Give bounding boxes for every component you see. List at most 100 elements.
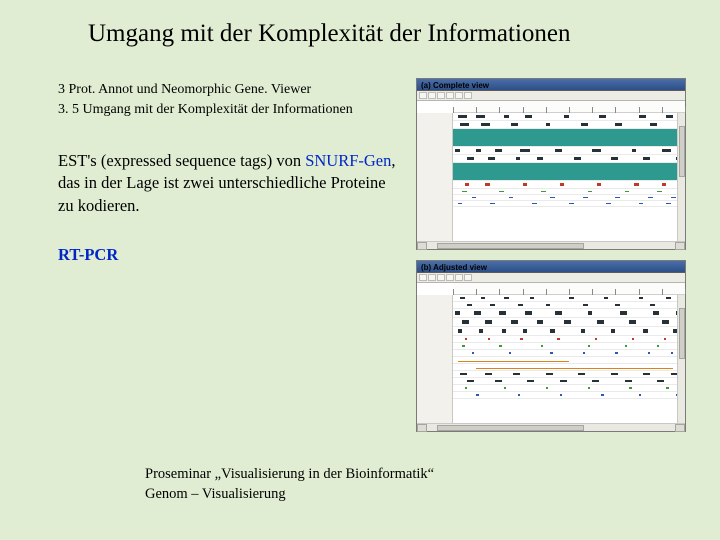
- track-segment: [458, 203, 463, 204]
- tracks-container-b[interactable]: [453, 295, 685, 431]
- track-segment: [648, 352, 650, 354]
- scroll-left-button[interactable]: [417, 242, 427, 250]
- track-segment: [611, 373, 618, 375]
- track-segment: [615, 352, 617, 354]
- toolbar-button[interactable]: [464, 92, 472, 99]
- track-segment: [611, 329, 616, 333]
- track-segment: [657, 345, 659, 347]
- track-area-b: [417, 295, 685, 431]
- toolbar-button[interactable]: [464, 274, 472, 281]
- track-segment: [634, 183, 639, 186]
- track-segment: [578, 373, 585, 375]
- genome-track[interactable]: [453, 113, 685, 121]
- track-segment: [467, 304, 472, 306]
- panel-a-label: (a) Complete view: [421, 81, 489, 90]
- toolbar-button[interactable]: [419, 274, 427, 281]
- scrollbar-thumb[interactable]: [679, 308, 685, 359]
- genome-track[interactable]: [453, 336, 685, 343]
- genome-track[interactable]: [453, 327, 685, 336]
- toolbar-button[interactable]: [419, 92, 427, 99]
- genome-track[interactable]: [453, 392, 685, 399]
- track-segment: [604, 297, 609, 299]
- track-segment: [490, 304, 495, 306]
- genome-track[interactable]: [453, 155, 685, 163]
- body-line-1: EST's (expressed sequence tags) von: [58, 151, 305, 170]
- track-segment: [662, 320, 669, 324]
- genome-ruler: [453, 283, 685, 295]
- toolbar-button[interactable]: [455, 92, 463, 99]
- track-segment: [499, 311, 506, 315]
- track-segment: [458, 329, 463, 333]
- track-segment: [518, 394, 520, 396]
- track-segment: [462, 345, 464, 347]
- toolbar-button[interactable]: [428, 274, 436, 281]
- horizontal-scrollbar[interactable]: [417, 241, 685, 249]
- track-segment: [518, 304, 523, 306]
- track-segment: [504, 297, 509, 299]
- scroll-left-button[interactable]: [417, 424, 427, 432]
- genome-track[interactable]: [453, 163, 685, 181]
- scrollbar-thumb[interactable]: [679, 126, 685, 177]
- track-segment: [639, 394, 641, 396]
- track-segment: [615, 197, 620, 198]
- track-segment: [485, 373, 492, 375]
- toolbar-button[interactable]: [446, 92, 454, 99]
- track-segment: [662, 149, 671, 152]
- track-segment: [560, 183, 565, 186]
- track-segment: [509, 197, 514, 198]
- toolbar-button[interactable]: [428, 92, 436, 99]
- track-segment: [467, 157, 474, 160]
- toolbar-button[interactable]: [455, 274, 463, 281]
- track-segment: [555, 149, 562, 152]
- genome-track[interactable]: [453, 129, 685, 147]
- genome-track[interactable]: [453, 364, 685, 371]
- toolbar-button[interactable]: [437, 92, 445, 99]
- track-segment: [460, 297, 465, 299]
- scroll-right-button[interactable]: [675, 424, 685, 432]
- scrollbar-thumb[interactable]: [437, 425, 584, 431]
- genome-track[interactable]: [453, 371, 685, 378]
- genome-track[interactable]: [453, 121, 685, 129]
- toolbar-button[interactable]: [446, 274, 454, 281]
- tracks-container-a[interactable]: [453, 113, 685, 249]
- rt-pcr-term: RT-PCR: [58, 245, 118, 265]
- genome-track[interactable]: [453, 385, 685, 392]
- track-segment: [511, 123, 518, 126]
- genome-track[interactable]: [453, 147, 685, 155]
- track-segment: [671, 352, 673, 354]
- genome-track[interactable]: [453, 309, 685, 318]
- genome-track[interactable]: [453, 295, 685, 302]
- scroll-right-button[interactable]: [675, 242, 685, 250]
- track-segment: [520, 338, 522, 340]
- track-segment: [666, 115, 673, 118]
- vertical-scrollbar[interactable]: [677, 295, 685, 423]
- toolbar-button[interactable]: [437, 274, 445, 281]
- track-segment: [476, 115, 485, 118]
- track-segment: [516, 157, 521, 160]
- track-segment: [472, 352, 474, 354]
- track-segment: [509, 352, 511, 354]
- track-segment: [625, 191, 630, 192]
- track-segment: [615, 304, 620, 306]
- track-segment: [485, 183, 490, 186]
- track-segment: [597, 320, 604, 324]
- horizontal-scrollbar[interactable]: [417, 423, 685, 431]
- vertical-scrollbar[interactable]: [677, 113, 685, 241]
- genome-track[interactable]: [453, 181, 685, 189]
- genome-track[interactable]: [453, 378, 685, 385]
- scrollbar-thumb[interactable]: [437, 243, 584, 249]
- track-labels-column: [417, 295, 453, 431]
- genome-track[interactable]: [453, 318, 685, 327]
- genome-track[interactable]: [453, 302, 685, 309]
- track-segment: [467, 380, 474, 382]
- track-segment: [479, 329, 484, 333]
- genome-track[interactable]: [453, 201, 685, 207]
- genome-track[interactable]: [453, 350, 685, 357]
- track-segment: [523, 329, 528, 333]
- track-segment: [597, 183, 602, 186]
- genome-track[interactable]: [453, 343, 685, 350]
- track-segment: [650, 123, 657, 126]
- track-segment: [504, 115, 509, 118]
- track-segment: [481, 123, 490, 126]
- genome-track[interactable]: [453, 357, 685, 364]
